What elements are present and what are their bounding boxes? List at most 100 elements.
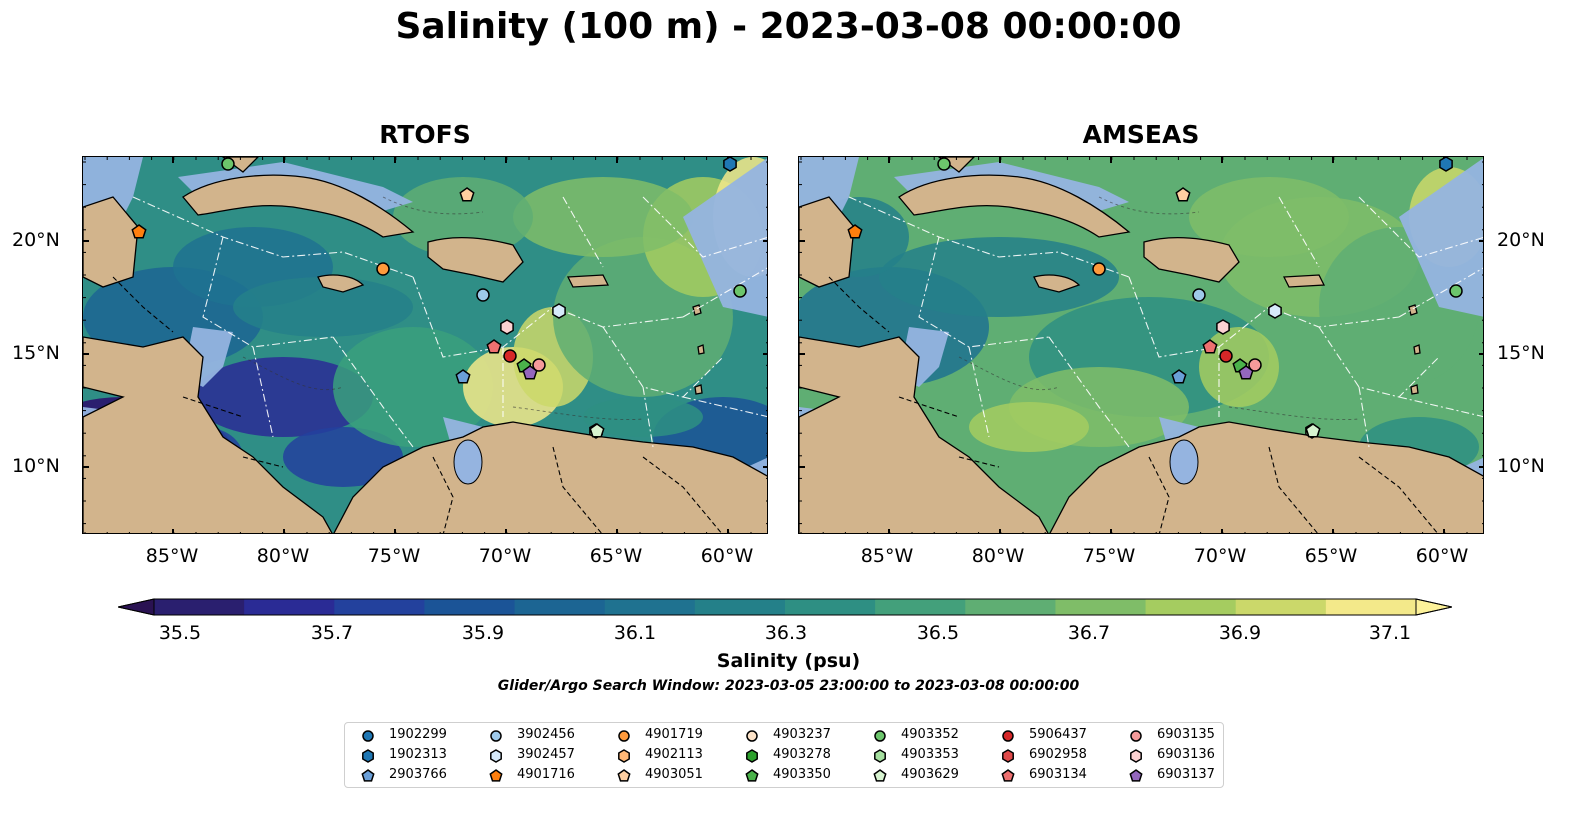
colorbar-tick-label: 36.5: [916, 622, 960, 644]
legend-label: 4901716: [517, 767, 575, 782]
shallow-shelf: [683, 158, 767, 317]
land-mass: [697, 344, 705, 355]
legend-label: 4903051: [645, 767, 703, 782]
colorbar-segment: [154, 599, 245, 615]
float-marker-4903352: [1449, 284, 1463, 298]
land-mass: [182, 174, 415, 238]
lon-label-80w-left: 80°W: [256, 545, 310, 567]
land-mass: [1410, 384, 1419, 395]
colorbar-segment: [785, 599, 876, 615]
float-marker-4901716: [847, 224, 863, 239]
pentagon-marker-icon: [617, 769, 631, 782]
circle-marker-icon: [1130, 730, 1142, 742]
colorbar-segment: [1145, 599, 1237, 615]
pentagon-marker-icon: [1129, 769, 1143, 782]
land-mass: [83, 336, 333, 533]
hexagon-marker-icon: [618, 749, 630, 763]
legend-label: 4901719: [645, 727, 703, 742]
float-marker-1902313: [723, 157, 737, 172]
circle-marker-icon: [362, 730, 374, 742]
land-mass: [799, 196, 855, 288]
land-mass: [692, 304, 702, 316]
colorbar-segment: [604, 599, 696, 615]
hexagon-marker-icon: [874, 749, 886, 763]
circle-marker-icon: [490, 730, 502, 742]
pentagon-marker-icon: [361, 769, 375, 782]
legend-label: 2903766: [389, 767, 447, 782]
hexagon-marker-icon: [362, 749, 374, 763]
float-marker-4903051: [459, 187, 475, 202]
colorbar-tick-label: 37.1: [1368, 622, 1412, 644]
float-marker-6903136: [500, 319, 514, 335]
legend-label: 4903237: [773, 727, 831, 742]
float-marker-4903352: [221, 157, 235, 171]
float-marker-4903629: [589, 423, 605, 438]
circle-marker-icon: [1002, 730, 1014, 742]
colorbar-extend-min: [118, 598, 155, 616]
amseas-salinity-map: [798, 156, 1484, 534]
search-window-subtitle: Glider/Argo Search Window: 2023-03-05 23…: [497, 678, 1080, 694]
lon-label-75w-left: 75°W: [367, 545, 421, 567]
colorbar-extend-max: [1415, 598, 1452, 616]
colorbar-segment: [875, 599, 966, 615]
pentagon-marker-icon: [1001, 769, 1015, 782]
land-mass: [427, 237, 524, 283]
legend-label: 4903278: [773, 747, 831, 762]
legend-label: 6902958: [1029, 747, 1087, 762]
float-marker-4903629: [1305, 423, 1321, 438]
colorbar-segment: [694, 599, 786, 615]
float-marker-3902457: [552, 303, 566, 319]
lon-label-65w-right: 65°W: [1304, 545, 1358, 567]
legend-label: 3902457: [517, 747, 575, 762]
hexagon-marker-icon: [874, 749, 886, 763]
colorbar-segment: [1235, 599, 1327, 615]
pentagon-marker-icon: [745, 769, 759, 782]
land-mass: [566, 274, 610, 288]
hexagon-marker-icon: [1002, 749, 1014, 763]
pentagon-marker-icon: [489, 769, 503, 782]
colorbar-tick-label: 36.1: [613, 622, 657, 644]
land-mass: [83, 196, 139, 288]
lon-label-85w-right: 85°W: [860, 545, 914, 567]
float-marker-4903051: [1175, 187, 1191, 202]
circle-marker-icon: [490, 730, 502, 742]
float-marker-5906437: [1219, 349, 1233, 363]
legend-label: 6903136: [1157, 747, 1215, 762]
float-marker-4903352: [937, 157, 951, 171]
circle-marker-icon: [746, 730, 758, 742]
hexagon-marker-icon: [362, 749, 374, 763]
land-mass: [1143, 237, 1240, 283]
float-marker-4903352: [733, 284, 747, 298]
land-mass: [1033, 274, 1081, 293]
pentagon-marker-icon: [1129, 769, 1143, 782]
land-mass: [694, 384, 703, 395]
colorbar-segment: [244, 599, 335, 615]
land-mass: [1413, 344, 1421, 355]
circle-marker-icon: [746, 730, 758, 742]
colorbar-tick-label: 36.7: [1067, 622, 1111, 644]
panel-title-amseas: AMSEAS: [1082, 120, 1200, 149]
legend-label: 4903629: [901, 767, 959, 782]
lon-label-75w-right: 75°W: [1082, 545, 1136, 567]
land-mass: [799, 336, 1049, 533]
colorbar-segment: [424, 599, 516, 615]
lon-label-60w-left: 60°W: [700, 545, 754, 567]
colorbar-tick-label: 36.3: [764, 622, 808, 644]
pentagon-marker-icon: [361, 769, 375, 782]
legend-label: 3902456: [517, 727, 575, 742]
float-marker-6903135: [1248, 358, 1262, 372]
float-marker-5906437: [503, 349, 517, 363]
float-marker-6903134: [486, 339, 502, 354]
colorbar-segment: [1055, 599, 1147, 615]
pentagon-marker-icon: [1001, 769, 1015, 782]
lat-label-15n-left: 15°N: [12, 342, 60, 364]
hexagon-marker-icon: [1002, 749, 1014, 763]
legend-label: 1902299: [389, 727, 447, 742]
hexagon-marker-icon: [1130, 749, 1142, 763]
pentagon-marker-icon: [745, 769, 759, 782]
colorbar-title: Salinity (psu): [716, 650, 861, 672]
colorbar-tick-label: 35.9: [461, 622, 505, 644]
lat-label-20n-left: 20°N: [12, 229, 60, 251]
float-marker-2903766: [455, 369, 471, 384]
land-mass: [333, 421, 767, 533]
